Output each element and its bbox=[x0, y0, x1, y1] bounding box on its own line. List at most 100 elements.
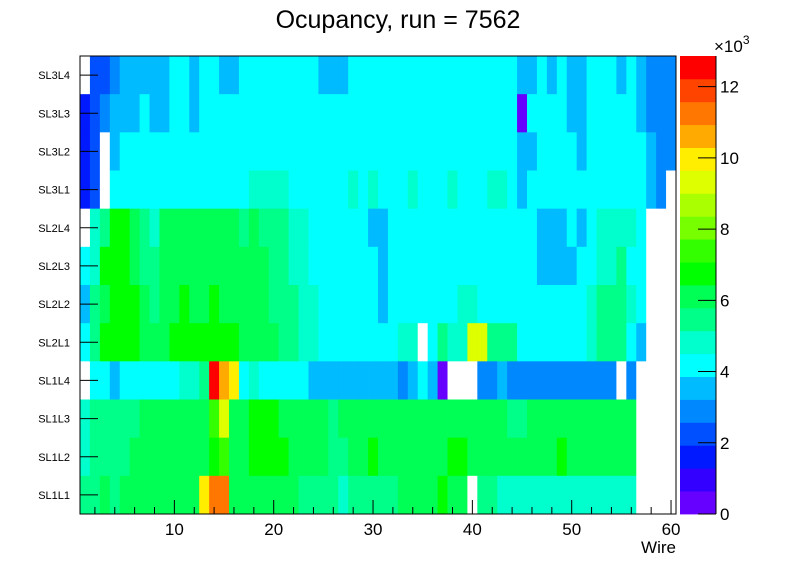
heatmap-cell bbox=[626, 132, 637, 171]
heatmap-cell bbox=[109, 132, 121, 171]
heatmap-cell bbox=[99, 56, 111, 95]
heatmap-cell bbox=[149, 399, 160, 439]
heatmap-cell bbox=[328, 94, 339, 133]
heatmap-cell bbox=[199, 437, 210, 477]
heatmap-cell bbox=[656, 399, 667, 439]
heatmap-cell bbox=[586, 246, 597, 286]
heatmap-cell bbox=[556, 246, 568, 286]
heatmap-cell bbox=[427, 399, 438, 439]
heatmap-cell bbox=[248, 170, 260, 210]
heatmap-cell bbox=[348, 132, 359, 171]
heatmap-cell bbox=[229, 437, 240, 477]
heatmap-cell bbox=[546, 323, 558, 362]
palette-band bbox=[680, 239, 716, 263]
heatmap-cell bbox=[457, 323, 468, 362]
heatmap-cell bbox=[139, 361, 150, 400]
heatmap-cell bbox=[467, 208, 478, 248]
heatmap-cell bbox=[596, 170, 607, 210]
heatmap-cell bbox=[666, 475, 677, 515]
heatmap-cell bbox=[318, 323, 329, 362]
heatmap-cell bbox=[527, 361, 538, 400]
heatmap-cell bbox=[119, 475, 131, 515]
heatmap-cell bbox=[328, 246, 339, 286]
heatmap-cell bbox=[119, 94, 131, 133]
heatmap-cell bbox=[338, 132, 349, 171]
heatmap-cell bbox=[139, 323, 150, 362]
heatmap-cell bbox=[437, 170, 448, 210]
heatmap-cell bbox=[248, 56, 260, 95]
heatmap-cell bbox=[427, 475, 438, 515]
heatmap-cell bbox=[209, 361, 220, 400]
heatmap-cell bbox=[199, 285, 210, 324]
heatmap-cell bbox=[288, 361, 299, 400]
heatmap-cell bbox=[109, 437, 121, 477]
heatmap-cell bbox=[616, 208, 627, 248]
heatmap-cell bbox=[437, 94, 448, 133]
heatmap-cell bbox=[358, 94, 369, 133]
heatmap-cell bbox=[159, 246, 170, 286]
heatmap-cell bbox=[576, 56, 587, 95]
heatmap-cell bbox=[666, 323, 677, 362]
heatmap-cell bbox=[368, 285, 379, 324]
heatmap-cell bbox=[189, 132, 200, 171]
heatmap-cell bbox=[278, 94, 289, 133]
heatmap-cell bbox=[368, 246, 379, 286]
heatmap-cell bbox=[129, 475, 140, 515]
heatmap-cell bbox=[527, 246, 538, 286]
heatmap-cell bbox=[378, 437, 389, 477]
heatmap-cell bbox=[338, 285, 349, 324]
heatmap-cell bbox=[457, 132, 468, 171]
heatmap-cell bbox=[378, 170, 389, 210]
heatmap-cell bbox=[129, 246, 140, 286]
heatmap-cell bbox=[159, 132, 170, 171]
heatmap-cell bbox=[536, 132, 548, 171]
heatmap-cell bbox=[437, 208, 448, 248]
heatmap-cell bbox=[417, 56, 429, 95]
heatmap-cell bbox=[179, 361, 190, 400]
heatmap-cell bbox=[278, 208, 289, 248]
heatmap-cell bbox=[566, 361, 578, 400]
heatmap-cell bbox=[308, 285, 319, 324]
heatmap-cell bbox=[258, 94, 270, 133]
heatmap-cell bbox=[457, 475, 468, 515]
heatmap-cell bbox=[447, 208, 458, 248]
palette-tick-label: 6 bbox=[720, 291, 729, 310]
y-axis: SL3L4 SL3L3 SL3L2 SL3L1 SL2L4 SL2L3 SL2L2 SL2L1… bbox=[38, 70, 98, 502]
heatmap-cell bbox=[328, 399, 339, 439]
heatmap-cell bbox=[616, 170, 627, 210]
heatmap-cell bbox=[517, 246, 528, 286]
heatmap-cell bbox=[99, 94, 111, 133]
heatmap-cell bbox=[487, 437, 498, 477]
heatmap-cell bbox=[397, 285, 409, 324]
heatmap-cell bbox=[109, 246, 121, 286]
heatmap-cell bbox=[407, 246, 419, 286]
heatmap-cell bbox=[517, 285, 528, 324]
heatmap-cell bbox=[209, 246, 220, 286]
heatmap-cell bbox=[189, 285, 200, 324]
heatmap-cell bbox=[666, 170, 677, 210]
heatmap-cell bbox=[616, 56, 627, 95]
heatmap-cell bbox=[258, 437, 270, 477]
heatmap-cell bbox=[566, 399, 578, 439]
heatmap-cell bbox=[288, 94, 299, 133]
heatmap-cell bbox=[139, 170, 150, 210]
heatmap-cell bbox=[308, 399, 319, 439]
palette-band bbox=[680, 101, 716, 126]
heatmap-cell bbox=[606, 56, 617, 95]
heatmap-cell bbox=[517, 56, 528, 95]
heatmap-cell bbox=[308, 437, 319, 477]
y-tick-label: SL1L4 bbox=[38, 375, 70, 387]
heatmap-cell bbox=[328, 56, 339, 95]
heatmap-cell bbox=[229, 285, 240, 324]
heatmap-cell bbox=[229, 323, 240, 362]
heatmap-cell bbox=[268, 246, 280, 286]
heatmap-cell bbox=[517, 437, 528, 477]
heatmap-cell bbox=[447, 94, 458, 133]
x-axis: 10 20 30 40 50 60 bbox=[94, 500, 680, 539]
heatmap-cell bbox=[566, 132, 578, 171]
heatmap-cell bbox=[129, 399, 140, 439]
heatmap-cell bbox=[288, 246, 299, 286]
heatmap-cell bbox=[656, 208, 667, 248]
heatmap-cell bbox=[576, 437, 587, 477]
